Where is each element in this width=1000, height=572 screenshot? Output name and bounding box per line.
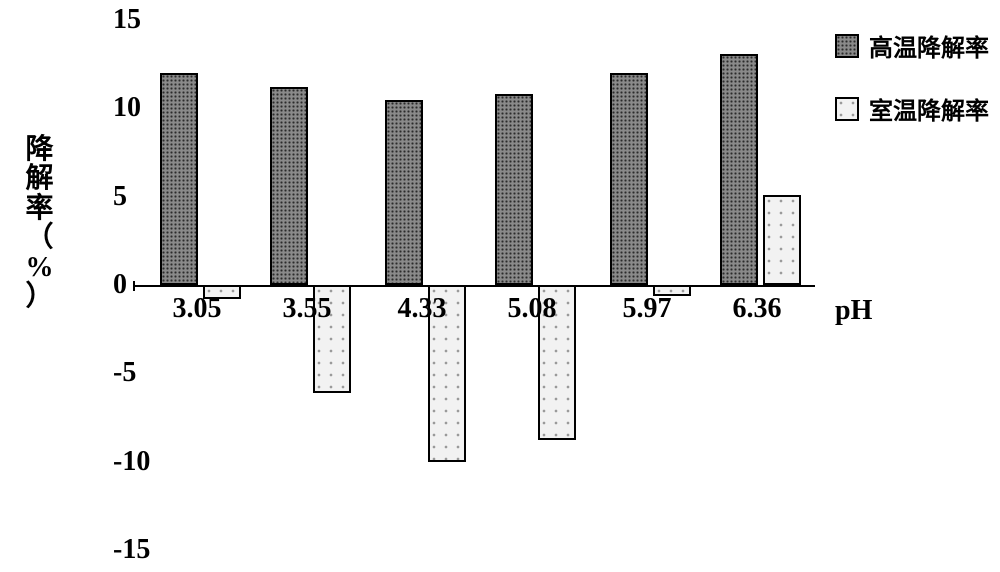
bar-high-temp: [385, 100, 423, 286]
y-axis-label-char: 率: [12, 194, 67, 223]
x-category-label: 6.36: [712, 293, 802, 325]
y-tick-label: 5: [113, 181, 123, 213]
bar-fill: [763, 195, 801, 285]
y-axis-label-char: ）: [12, 282, 67, 311]
x-category-label: 3.55: [262, 293, 352, 325]
bar-room-temp: [763, 195, 801, 285]
legend-label: 高温降解率: [869, 28, 989, 63]
bar-fill: [270, 87, 308, 285]
bar-fill: [610, 73, 648, 285]
plot-area: 151050-5-10-153.053.554.335.085.976.36pH: [115, 20, 815, 550]
bar-fill: [720, 54, 758, 285]
x-category-label: 5.97: [602, 293, 692, 325]
y-tick-label: 15: [113, 4, 123, 36]
bar-high-temp: [720, 54, 758, 285]
bar-fill: [160, 73, 198, 285]
y-axis-label-char: %: [12, 253, 67, 282]
y-axis-label: 降解率（%）: [12, 135, 67, 311]
bar-fill: [495, 94, 533, 285]
bar-high-temp: [160, 73, 198, 285]
bar-high-temp: [270, 87, 308, 285]
x-axis-title: pH: [835, 295, 872, 327]
legend-item: 室温降解率: [835, 91, 989, 126]
x-category-label: 4.33: [377, 293, 467, 325]
legend-item: 高温降解率: [835, 28, 989, 63]
bar-high-temp: [610, 73, 648, 285]
legend: 高温降解率室温降解率: [835, 28, 989, 154]
y-axis-label-char: （: [12, 223, 67, 252]
x-category-label: 5.08: [487, 293, 577, 325]
axis-origin-tick: [133, 281, 135, 291]
y-axis-label-char: 解: [12, 164, 67, 193]
y-tick-label: -5: [113, 357, 123, 389]
legend-swatch: [835, 34, 859, 58]
y-tick-label: -10: [113, 446, 123, 478]
legend-label: 室温降解率: [869, 91, 989, 126]
y-tick-label: 10: [113, 92, 123, 124]
y-axis-label-char: 降: [12, 135, 67, 164]
legend-swatch: [835, 97, 859, 121]
bar-fill: [385, 100, 423, 286]
bar-high-temp: [495, 94, 533, 285]
y-tick-label: -15: [113, 534, 123, 566]
y-tick-label: 0: [113, 269, 123, 301]
x-category-label: 3.05: [152, 293, 242, 325]
chart-container: 降解率（%） 15 10 5 0 -5 -10 -15 3.05 3.55 4.33 5.08 5.9…: [0, 0, 1000, 572]
